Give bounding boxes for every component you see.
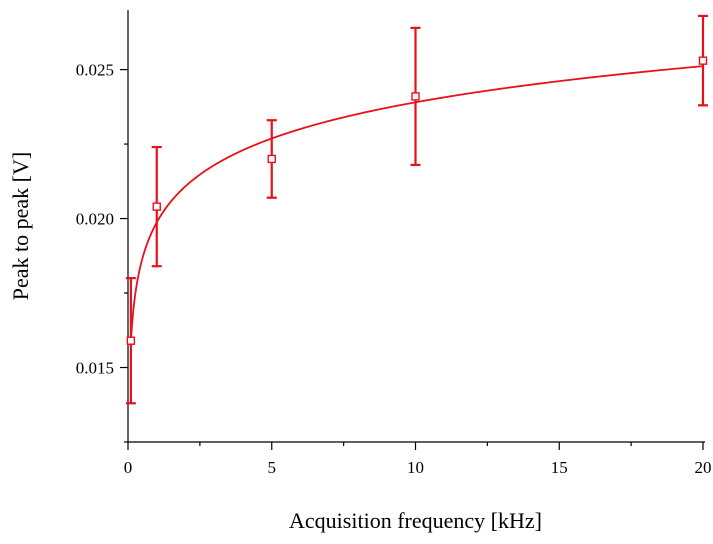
fit-curve — [129, 65, 704, 343]
x-tick-label: 5 — [268, 458, 277, 477]
axes — [127, 10, 705, 443]
x-tick-label: 15 — [551, 458, 568, 477]
y-tick-label: 0.020 — [76, 210, 114, 229]
data-point-marker — [411, 92, 420, 101]
y-axis-title: Peak to peak [V] — [8, 152, 33, 300]
data-point-marker — [126, 336, 136, 345]
x-tick-label: 20 — [695, 458, 712, 477]
x-tick-label: 10 — [407, 458, 424, 477]
data-point-marker — [267, 154, 276, 164]
data-points — [126, 56, 708, 345]
data-point-marker — [152, 202, 161, 211]
x-tick-label: 0 — [124, 458, 133, 477]
data-point-marker — [698, 56, 708, 65]
y-tick-label: 0.025 — [76, 61, 114, 80]
x-axis-title: Acquisition frequency [kHz] — [289, 508, 542, 533]
tick-labels: 0 5 10 15 20 0.015 0.020 0.025 — [76, 61, 712, 477]
y-tick-label: 0.015 — [76, 359, 114, 378]
ticks — [120, 68, 704, 450]
